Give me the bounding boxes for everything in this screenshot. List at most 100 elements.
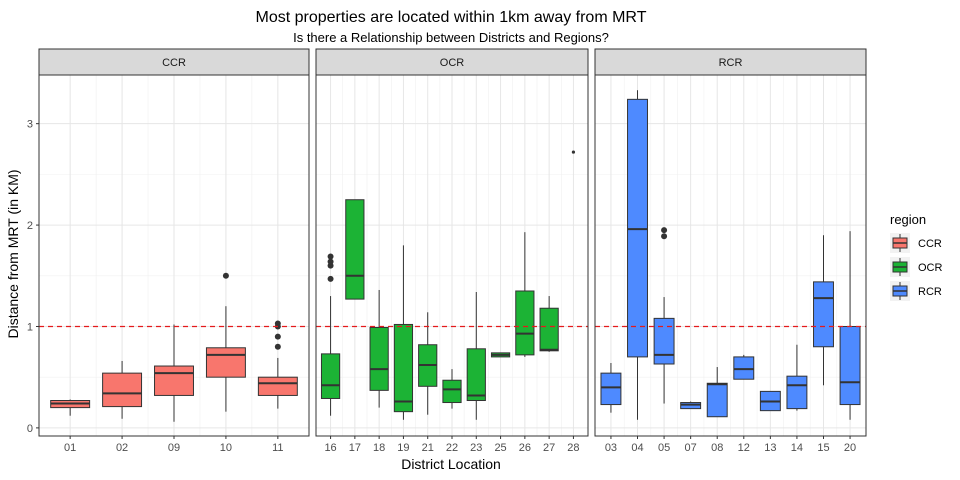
box-district-27 (539, 296, 559, 352)
x-tick-label: 02 (116, 442, 128, 454)
x-tick-label: 05 (658, 442, 670, 454)
box-iqr (733, 356, 755, 380)
y-tick-label: 0 (27, 423, 33, 435)
box-iqr (839, 325, 861, 406)
x-tick-label: 11 (272, 442, 283, 454)
outlier-point (274, 343, 281, 350)
box-iqr (257, 376, 298, 396)
x-tick-label: 20 (844, 442, 856, 454)
box-district-16 (320, 253, 341, 416)
box-district-17 (345, 199, 365, 300)
x-axis-title: District Location (401, 456, 501, 472)
legend-label: OCR (918, 262, 943, 274)
box-iqr (205, 347, 246, 378)
x-tick-label: 01 (64, 442, 76, 454)
box-iqr (393, 323, 414, 413)
facet-strip-label: CCR (162, 57, 186, 69)
y-tick-label: 3 (27, 119, 33, 131)
box-district-04 (627, 90, 648, 420)
x-tick-label: 18 (373, 442, 385, 454)
x-tick-label: 09 (168, 442, 180, 454)
box-district-07 (680, 401, 702, 410)
outlier-point (661, 233, 668, 240)
box-district-23 (466, 292, 486, 420)
box-district-19 (393, 245, 414, 420)
outlier-point (327, 275, 334, 282)
x-tick-label: 17 (349, 442, 361, 454)
x-tick-label: 10 (220, 442, 232, 454)
y-tick-label: 2 (27, 220, 33, 232)
box-iqr (369, 326, 389, 391)
x-tick-label: 15 (817, 442, 829, 454)
box-iqr (345, 199, 365, 300)
box-district-05 (653, 227, 675, 404)
outlier-point (222, 272, 229, 279)
box-district-26 (515, 232, 535, 357)
box-district-11 (257, 320, 298, 409)
facet-panel-ccr: 01 02 09 10 11 CCR (38, 48, 310, 454)
legend-label: CCR (918, 238, 942, 250)
y-tick-label: 1 (27, 321, 33, 333)
box-iqr (102, 372, 143, 408)
y-axis: 0 1 2 3 (27, 119, 39, 435)
facet-panel-ocr: 16 17 18 19 21 22 23 25 26 27 28 OCR (315, 48, 589, 454)
chart-subtitle: Is there a Relationship between District… (293, 30, 609, 45)
facet-strip-label: RCR (719, 57, 743, 69)
x-tick-label: 07 (685, 442, 697, 454)
box-iqr (154, 365, 194, 396)
x-tick-label: 21 (422, 442, 434, 454)
legend-item-ocr: OCR (890, 257, 943, 277)
outlier-point (274, 333, 281, 340)
box-district-08 (706, 367, 728, 418)
box-district-18 (369, 289, 389, 408)
y-axis-title: Distance from MRT (in KM) (5, 169, 21, 338)
x-tick-label: 12 (738, 442, 750, 454)
x-tick-label: 26 (519, 442, 531, 454)
x-tick-label: 16 (324, 442, 336, 454)
box-district-09 (154, 324, 194, 422)
box-iqr (786, 375, 808, 410)
outlier-point (327, 258, 334, 265)
box-district-10 (205, 272, 246, 412)
data-point (571, 150, 576, 154)
box-district-13 (759, 390, 781, 412)
facet-panel-rcr: 03 04 05 07 08 12 13 14 15 20 RCR (594, 48, 867, 454)
legend-item-ccr: CCR (890, 233, 942, 253)
outlier-point (274, 320, 281, 327)
x-tick-label: 03 (605, 442, 617, 454)
x-tick-label: 19 (397, 442, 409, 454)
box-district-03 (600, 362, 622, 413)
box-district-14 (786, 344, 808, 411)
x-tick-label: 04 (631, 442, 643, 454)
box-iqr (653, 317, 675, 365)
box-district-02 (102, 360, 143, 419)
x-tick-label: 23 (470, 442, 482, 454)
legend-title: region (890, 212, 926, 227)
legend-label: RCR (918, 286, 942, 298)
chart-title: Most properties are located within 1km a… (256, 9, 647, 26)
box-district-25 (490, 352, 511, 358)
x-tick-label: 14 (791, 442, 803, 454)
box-district-22 (442, 369, 462, 409)
box-iqr (680, 402, 702, 410)
x-tick-label: 22 (446, 442, 458, 454)
box-iqr (813, 281, 834, 348)
box-iqr (600, 372, 622, 406)
box-iqr (539, 307, 559, 352)
box-district-21 (418, 312, 438, 415)
box-iqr (627, 98, 648, 358)
facet-strip (315, 48, 589, 76)
legend-item-rcr: RCR (890, 281, 942, 301)
outlier-point (327, 253, 334, 260)
facet-strip (594, 48, 867, 76)
box-iqr (466, 348, 486, 402)
x-tick-label: 13 (764, 442, 776, 454)
box-iqr (320, 353, 341, 399)
box-district-12 (733, 354, 755, 380)
legend: region CCR OCR RCR (890, 212, 943, 301)
x-tick-label: 25 (494, 442, 506, 454)
box-iqr (442, 379, 462, 404)
facet-strip (38, 48, 310, 76)
